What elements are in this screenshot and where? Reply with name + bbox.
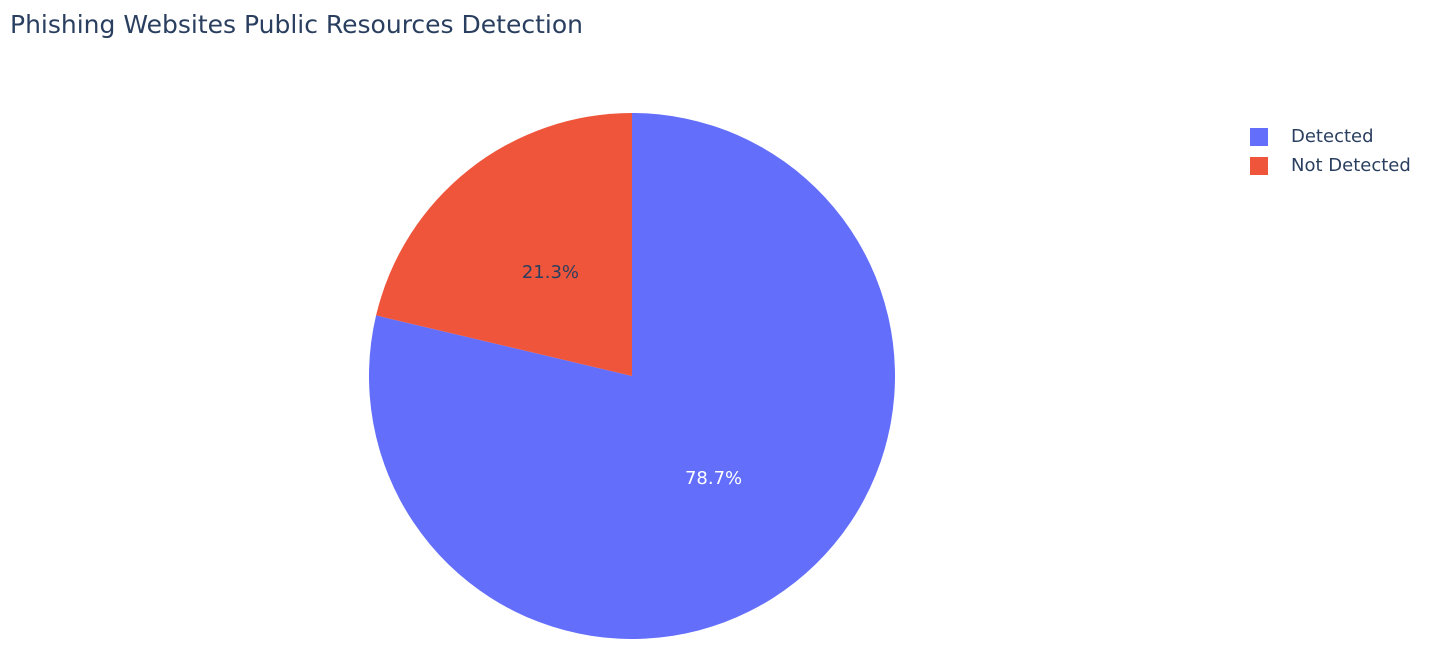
legend-label-detected: Detected	[1291, 126, 1374, 147]
legend-label-not-detected: Not Detected	[1291, 155, 1411, 176]
legend-swatch-not-detected	[1250, 156, 1268, 175]
chart-title: Phishing Websites Public Resources Detec…	[10, 10, 583, 39]
legend-item-detected[interactable]: Detected	[1250, 122, 1411, 151]
pie-slice-not-detected[interactable]	[376, 113, 632, 376]
pie-slices	[369, 113, 895, 640]
legend-item-not-detected[interactable]: Not Detected	[1250, 151, 1411, 180]
legend: Detected Not Detected	[1250, 122, 1411, 180]
pie-label-not-detected: 21.3%	[522, 262, 579, 283]
pie-label-detected: 78.7%	[685, 468, 742, 489]
legend-swatch-detected	[1250, 127, 1268, 146]
pie-labels: 78.7% 21.3%	[522, 262, 742, 489]
pie-slice-detected[interactable]	[369, 113, 895, 640]
